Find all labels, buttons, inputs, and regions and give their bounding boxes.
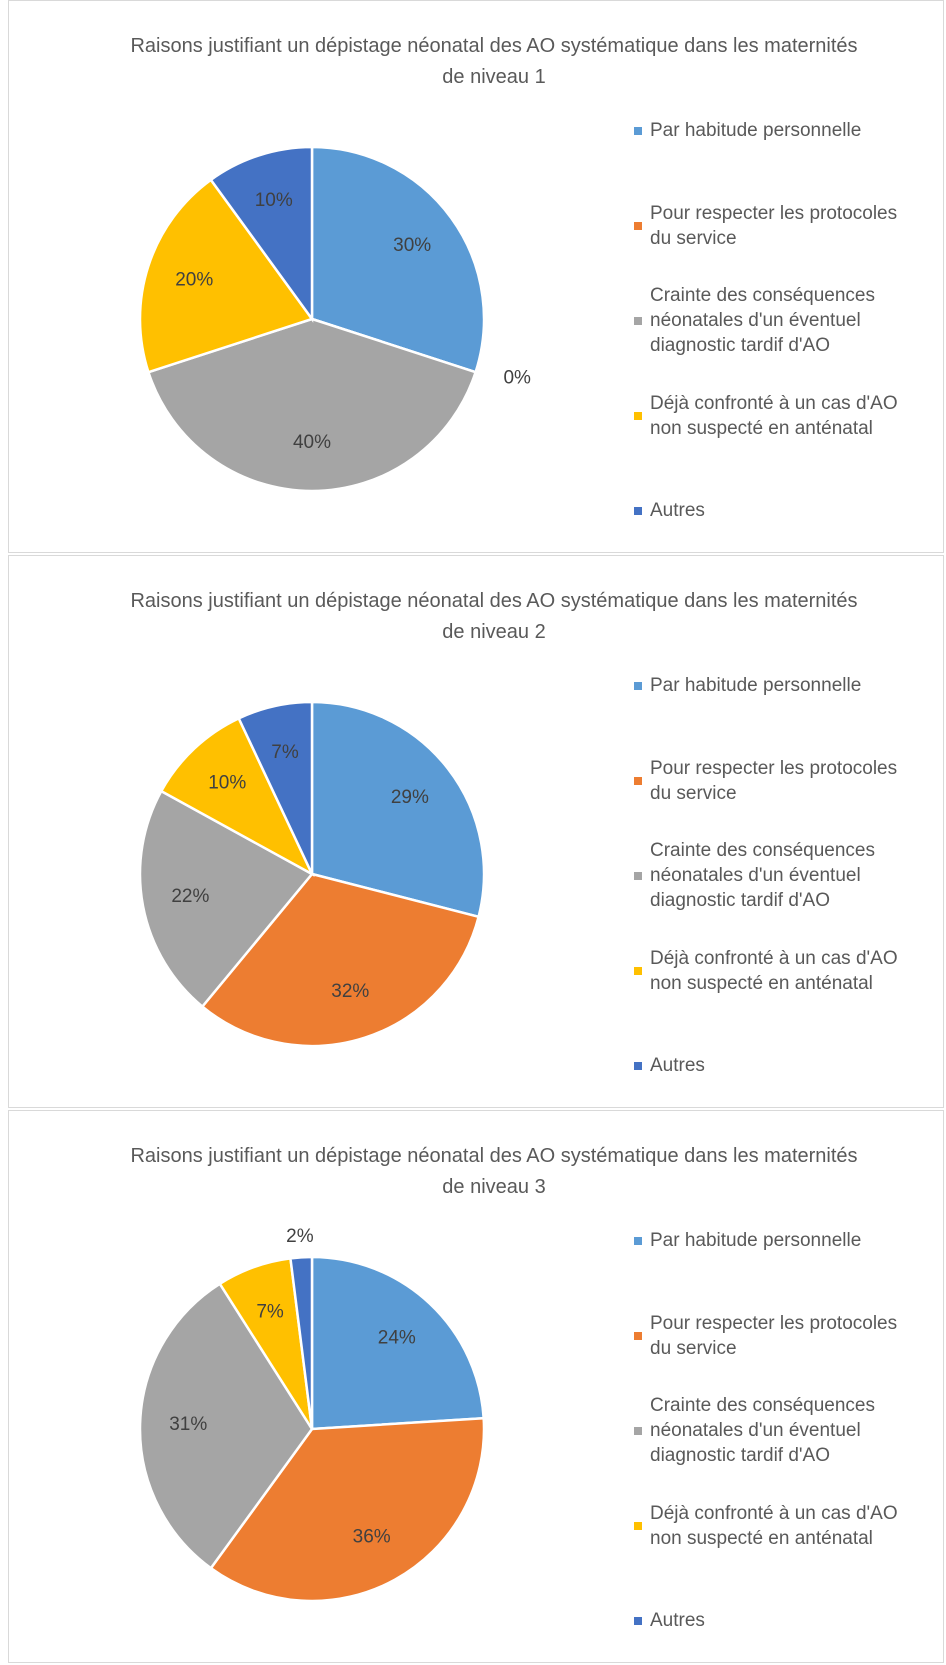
legend-swatch [634,221,642,230]
chart-panel: 29% 32% 22% 10% 7% Raisons justifiant un dépi… [8,555,944,1108]
legend: Par habitude personnelle Pour respecter l… [634,83,934,558]
legend-item: Crainte des conséquences néonatales d'un… [634,273,934,368]
legend: Par habitude personnelle Pour respecter l… [634,638,934,1113]
legend-label: Par habitude personnelle [650,1230,862,1251]
legend-label: Crainte des conséquences néonatales d'un… [650,285,875,356]
data-label: 32% [331,981,369,1002]
chart-title: Raisons justifiant un dépistage néonatal… [130,590,858,643]
chart-title: Raisons justifiant un dépistage néonatal… [130,1145,858,1198]
legend-swatch [634,681,642,690]
legend-item: Déjà confronté à un cas d'AO non suspect… [634,368,934,463]
pie-slice [138,1282,314,1570]
pie-slice [237,700,314,875]
data-label: 10% [208,773,246,794]
pie-slice [138,178,315,374]
data-label: 36% [353,1527,391,1548]
legend-swatch [634,316,642,325]
data-label: 29% [391,787,429,808]
legend-label: Crainte des conséquences néonatales d'un… [650,840,875,911]
data-label: 22% [171,886,209,907]
legend-label: Crainte des conséquences néonatales d'un… [650,1395,875,1466]
legend-swatch [634,411,642,420]
pie-chart: 29% 32% 22% 10% 7% [138,700,486,1048]
legend-label: Autres [650,1610,705,1631]
pie-slice [200,872,481,1048]
legend-label: Déjà confronté à un cas d'AO non suspect… [650,392,898,439]
data-label: 30% [393,235,431,256]
pie-slice [310,145,486,374]
data-label: 31% [169,1414,207,1435]
legend-label: Pour respecter les protocoles du service [650,757,898,804]
legend-swatch [634,776,642,785]
legend-item: Pour respecter les protocoles du service [634,733,934,828]
legend-swatch [634,1236,642,1245]
legend-item: Autres [634,1018,934,1113]
legend-label: Par habitude personnelle [650,120,862,141]
legend-item: Par habitude personnelle [634,1193,934,1288]
legend-swatch [634,506,642,515]
data-label: 20% [175,270,213,291]
legend-item: Autres [634,463,934,558]
data-label: 0% [503,368,531,389]
chart-panel: 24% 36% 31% 7% 2% Raisons justifiant un dépis… [8,1110,944,1663]
legend: Par habitude personnelle Pour respecter l… [634,1193,934,1665]
legend-swatch [634,1061,642,1070]
legend-swatch [634,966,642,975]
legend-label: Déjà confronté à un cas d'AO non suspect… [650,1502,898,1549]
data-label: 10% [255,190,293,211]
pie-slice [138,789,314,1009]
legend-item: Déjà confronté à un cas d'AO non suspect… [634,923,934,1018]
legend-swatch [634,1616,642,1625]
legend-item: Crainte des conséquences néonatales d'un… [634,1383,934,1478]
legend-swatch [634,1331,642,1340]
pie-slice [310,1255,485,1431]
legend-swatch [634,1426,642,1435]
legend-label: Pour respecter les protocoles du service [650,202,898,249]
pie-slice [310,700,486,919]
legend-item: Par habitude personnelle [634,83,934,178]
pie-slice [209,1416,486,1603]
legend-swatch [634,126,642,135]
pie-chart: 24% 36% 31% 7% 2% [138,1226,486,1603]
legend-item: Crainte des conséquences néonatales d'un… [634,828,934,923]
legend-swatch [634,1521,642,1530]
legend-label: Pour respecter les protocoles du service [650,1312,898,1359]
chart-title: Raisons justifiant un dépistage néonatal… [130,35,858,88]
pie-chart: 30% 0% 40% 20% 10% [138,145,531,493]
pie-slice [146,317,478,493]
pie-slice [159,716,315,877]
data-label: 7% [271,742,299,763]
legend-label: Autres [650,1055,705,1076]
data-label: 24% [378,1328,416,1349]
legend-swatch [634,871,642,880]
legend-label: Par habitude personnelle [650,675,862,696]
chart-panel: 30% 0% 40% 20% 10% Raisons justifiant un dépi… [8,0,944,553]
legend-item: Pour respecter les protocoles du service [634,178,934,273]
data-label: 2% [286,1226,314,1247]
legend-item: Par habitude personnelle [634,638,934,733]
pie-slice [209,145,314,323]
legend-item: Pour respecter les protocoles du service [634,1288,934,1383]
data-label: 7% [256,1301,284,1322]
legend-label: Autres [650,500,705,521]
legend-item: Autres [634,1573,934,1665]
data-label: 40% [293,432,331,453]
legend-label: Déjà confronté à un cas d'AO non suspect… [650,947,898,994]
legend-item: Déjà confronté à un cas d'AO non suspect… [634,1478,934,1573]
pie-slice [289,1255,314,1430]
